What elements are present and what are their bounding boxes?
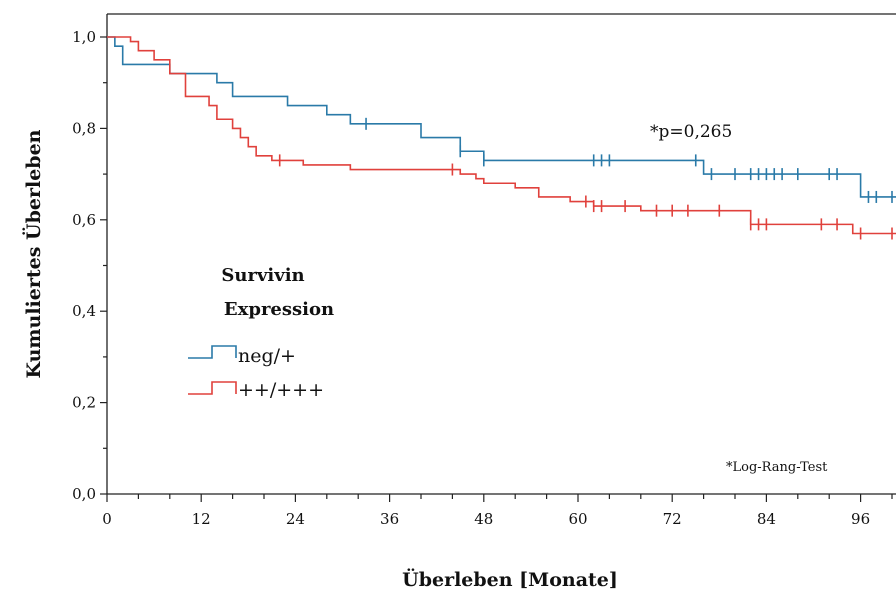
legend-line-neg [188,345,237,359]
x-axis-title: Überleben [Monate] [402,568,618,591]
x-tick-label: 24 [286,510,305,528]
x-tick-label: 60 [568,510,587,528]
legend-title-line2: Expression [224,299,334,320]
x-tick-label: 72 [663,510,682,528]
y-tick-label: 0,0 [72,485,96,503]
survival-curve-pos [107,36,896,235]
x-tick-label: 36 [380,510,399,528]
legend-line-pos [188,381,237,395]
legend-label-neg: neg/+ [238,345,296,367]
axes [106,13,896,495]
x-tick-label: 84 [757,510,776,528]
survival-curve-neg [107,36,896,198]
series-layer [107,36,896,240]
legend-title-line1: Survivin [221,265,304,286]
y-tick-label: 0,2 [72,394,96,412]
x-tick-label: 0 [102,510,112,528]
p-value-annotation: *p=0,265 [650,122,732,142]
legend-label-pos: ++/+++ [238,379,324,401]
y-axis-title: Kumuliertes Überleben [22,129,45,378]
y-tick-label: 1,0 [72,28,96,46]
y-tick-label: 0,8 [72,119,96,137]
legend: Survivin Expression neg/+ ++/+++ [188,265,334,401]
x-tick-label: 48 [474,510,493,528]
ticks: 0,0 0,2 0,4 0,6 0,8 1,0 0 12 24 36 48 60 72 84 96 [72,28,893,528]
x-tick-label: 12 [192,510,211,528]
y-tick-label: 0,4 [72,302,96,320]
x-tick-label: 96 [851,510,870,528]
test-annotation: *Log-Rang-Test [726,460,828,475]
y-tick-label: 0,6 [72,211,96,229]
